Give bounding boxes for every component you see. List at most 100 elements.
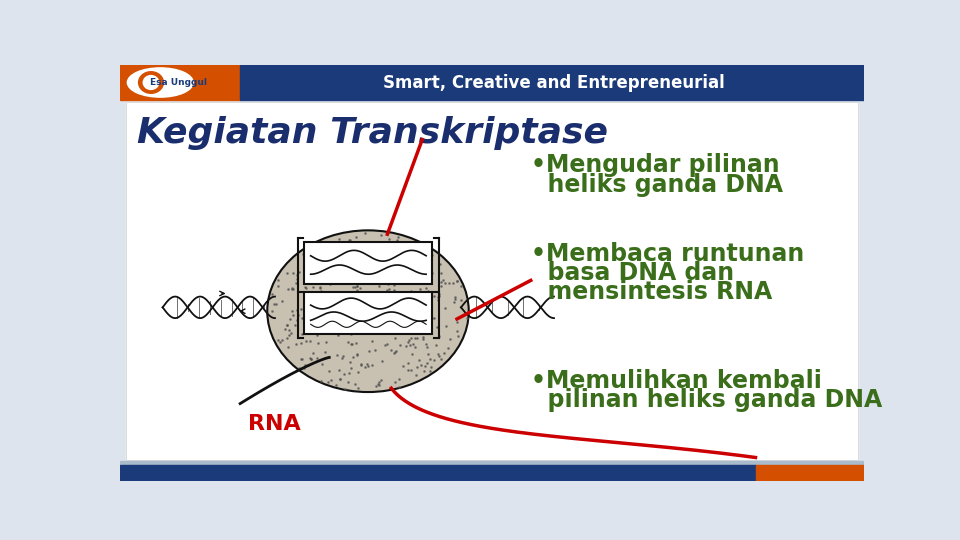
Text: mensintesis RNA: mensintesis RNA bbox=[531, 280, 772, 305]
Point bbox=[343, 363, 358, 372]
Point bbox=[433, 282, 448, 291]
Point bbox=[377, 308, 393, 316]
Point bbox=[373, 249, 389, 258]
Point bbox=[370, 268, 385, 276]
Point bbox=[421, 367, 437, 375]
Point bbox=[353, 360, 369, 369]
Bar bbox=[120, 65, 240, 100]
Point bbox=[431, 350, 446, 359]
Point bbox=[358, 363, 373, 372]
Point bbox=[324, 375, 339, 384]
Point bbox=[284, 307, 300, 315]
Point bbox=[422, 355, 438, 363]
Point bbox=[363, 262, 378, 271]
Point bbox=[303, 252, 319, 260]
Point bbox=[349, 350, 365, 359]
Text: Smart, Creative and Entrepreneurial: Smart, Creative and Entrepreneurial bbox=[383, 73, 725, 91]
Point bbox=[396, 317, 411, 326]
Text: •Membaca runtunan: •Membaca runtunan bbox=[531, 242, 804, 266]
Point bbox=[447, 293, 463, 301]
Point bbox=[303, 320, 319, 329]
Point bbox=[323, 254, 338, 262]
Point bbox=[390, 233, 405, 241]
Point bbox=[402, 340, 418, 349]
Point bbox=[363, 325, 378, 333]
Text: Kegiatan Transkriptase: Kegiatan Transkriptase bbox=[137, 116, 608, 150]
Point bbox=[381, 235, 396, 244]
Bar bbox=[304, 292, 432, 334]
Point bbox=[394, 314, 409, 323]
Point bbox=[290, 311, 305, 320]
Point bbox=[343, 358, 358, 367]
Point bbox=[327, 262, 343, 271]
Point bbox=[364, 336, 379, 345]
Point bbox=[373, 230, 389, 239]
Point bbox=[291, 363, 306, 372]
Point bbox=[352, 325, 368, 333]
Point bbox=[315, 266, 330, 275]
Point bbox=[372, 252, 388, 260]
Point bbox=[391, 250, 406, 259]
Point bbox=[386, 313, 401, 321]
Point bbox=[364, 267, 379, 276]
Point bbox=[395, 323, 410, 332]
Point bbox=[341, 378, 356, 387]
Point bbox=[442, 279, 457, 288]
Point bbox=[361, 361, 376, 370]
Point bbox=[323, 319, 338, 328]
Point bbox=[378, 326, 394, 334]
Point bbox=[351, 302, 367, 311]
Point bbox=[329, 351, 345, 360]
Point bbox=[314, 360, 329, 369]
Point bbox=[333, 299, 348, 307]
Point bbox=[322, 251, 337, 259]
Point bbox=[332, 375, 348, 383]
Point bbox=[398, 239, 414, 247]
Point bbox=[394, 273, 409, 282]
Point bbox=[348, 319, 364, 328]
Point bbox=[383, 326, 398, 335]
Point bbox=[294, 329, 309, 338]
Point bbox=[380, 279, 396, 288]
Point bbox=[405, 350, 420, 359]
Point bbox=[433, 355, 448, 363]
Point bbox=[309, 330, 324, 339]
Point bbox=[388, 347, 403, 356]
Point bbox=[372, 376, 388, 384]
Point bbox=[424, 314, 440, 322]
Point bbox=[433, 278, 448, 287]
Point bbox=[328, 304, 344, 313]
Point bbox=[335, 352, 350, 360]
Point bbox=[418, 284, 433, 292]
Point bbox=[346, 282, 361, 291]
Point bbox=[409, 362, 424, 371]
Point bbox=[335, 354, 350, 362]
Point bbox=[402, 238, 418, 247]
Point bbox=[299, 284, 314, 293]
Point bbox=[366, 262, 381, 271]
Point bbox=[459, 314, 474, 322]
Point bbox=[312, 299, 327, 308]
Point bbox=[417, 252, 432, 260]
Point bbox=[322, 279, 337, 288]
Point bbox=[369, 289, 384, 298]
Point bbox=[448, 315, 464, 323]
Point bbox=[289, 305, 304, 314]
Point bbox=[345, 312, 360, 320]
Point bbox=[446, 298, 462, 307]
Point bbox=[349, 281, 365, 290]
Point bbox=[303, 355, 319, 363]
Point bbox=[350, 289, 366, 298]
Point bbox=[422, 323, 438, 332]
Point bbox=[385, 328, 400, 336]
Point bbox=[313, 286, 328, 295]
Point bbox=[279, 333, 295, 342]
Point bbox=[424, 269, 440, 278]
Point bbox=[454, 295, 469, 304]
Point bbox=[309, 261, 324, 269]
Point bbox=[312, 284, 327, 292]
Point bbox=[315, 291, 330, 300]
Point bbox=[426, 292, 442, 300]
Point bbox=[303, 355, 319, 363]
Point bbox=[379, 240, 395, 249]
